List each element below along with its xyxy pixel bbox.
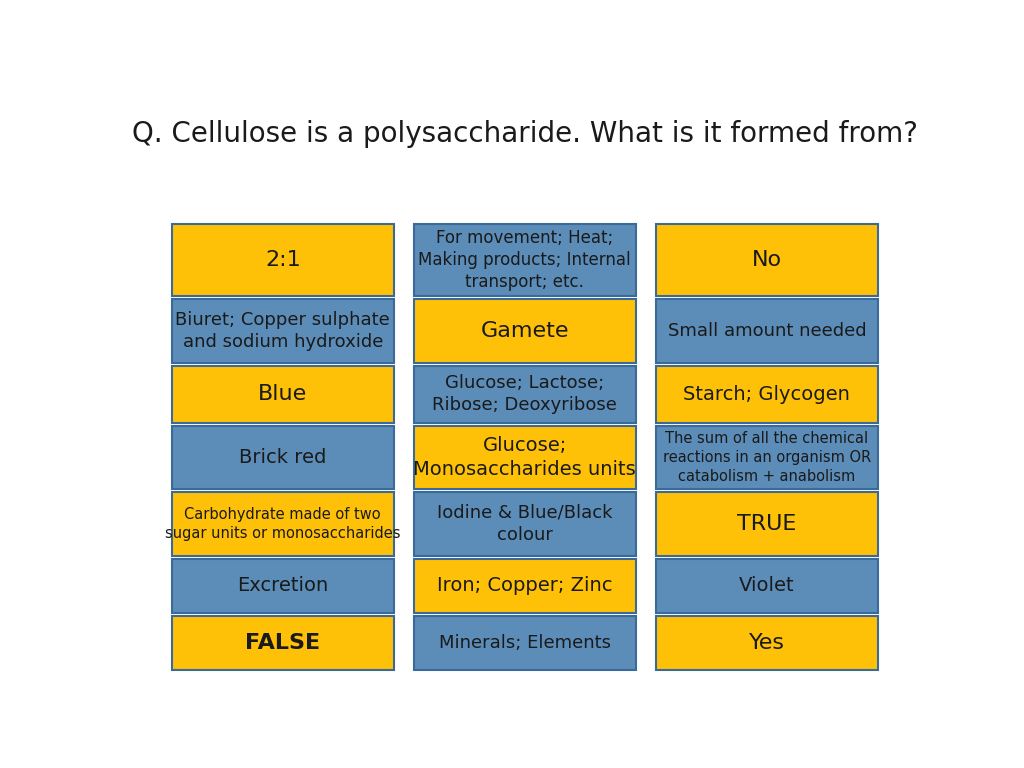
FancyBboxPatch shape [655, 366, 878, 423]
FancyBboxPatch shape [172, 492, 394, 555]
FancyBboxPatch shape [414, 223, 636, 296]
FancyBboxPatch shape [172, 616, 394, 670]
Text: Excretion: Excretion [238, 576, 329, 595]
FancyBboxPatch shape [414, 366, 636, 423]
FancyBboxPatch shape [655, 558, 878, 613]
Text: Gamete: Gamete [480, 321, 569, 341]
Text: Minerals; Elements: Minerals; Elements [439, 634, 610, 652]
Text: TRUE: TRUE [737, 514, 797, 534]
FancyBboxPatch shape [655, 300, 878, 362]
FancyBboxPatch shape [655, 492, 878, 555]
FancyBboxPatch shape [414, 558, 636, 613]
Text: For movement; Heat;
Making products; Internal
transport; etc.: For movement; Heat; Making products; Int… [419, 229, 631, 291]
Text: Glucose; Lactose;
Ribose; Deoxyribose: Glucose; Lactose; Ribose; Deoxyribose [432, 374, 617, 414]
Text: Biuret; Copper sulphate
and sodium hydroxide: Biuret; Copper sulphate and sodium hydro… [175, 311, 390, 351]
Text: Q. Cellulose is a polysaccharide. What is it formed from?: Q. Cellulose is a polysaccharide. What i… [132, 120, 918, 147]
FancyBboxPatch shape [414, 492, 636, 555]
FancyBboxPatch shape [655, 425, 878, 489]
Text: Carbohydrate made of two
sugar units or monosaccharides: Carbohydrate made of two sugar units or … [165, 507, 400, 541]
FancyBboxPatch shape [655, 223, 878, 296]
FancyBboxPatch shape [172, 300, 394, 362]
Text: Brick red: Brick red [239, 448, 327, 467]
Text: FALSE: FALSE [245, 633, 321, 653]
Text: Iodine & Blue/Black
colour: Iodine & Blue/Black colour [437, 504, 612, 544]
Text: Small amount needed: Small amount needed [668, 322, 866, 340]
Text: Yes: Yes [749, 633, 784, 653]
Text: Violet: Violet [739, 576, 795, 595]
FancyBboxPatch shape [655, 616, 878, 670]
FancyBboxPatch shape [172, 366, 394, 423]
Text: 2:1: 2:1 [265, 250, 301, 270]
Text: Glucose;
Monosaccharides units: Glucose; Monosaccharides units [414, 436, 636, 478]
Text: Blue: Blue [258, 384, 307, 404]
Text: Iron; Copper; Zinc: Iron; Copper; Zinc [437, 576, 612, 595]
FancyBboxPatch shape [172, 558, 394, 613]
Text: The sum of all the chemical
reactions in an organism OR
catabolism + anabolism: The sum of all the chemical reactions in… [663, 432, 871, 484]
FancyBboxPatch shape [172, 223, 394, 296]
FancyBboxPatch shape [414, 425, 636, 489]
FancyBboxPatch shape [172, 425, 394, 489]
FancyBboxPatch shape [414, 616, 636, 670]
Text: Starch; Glycogen: Starch; Glycogen [683, 385, 850, 404]
Text: No: No [752, 250, 782, 270]
FancyBboxPatch shape [414, 300, 636, 362]
